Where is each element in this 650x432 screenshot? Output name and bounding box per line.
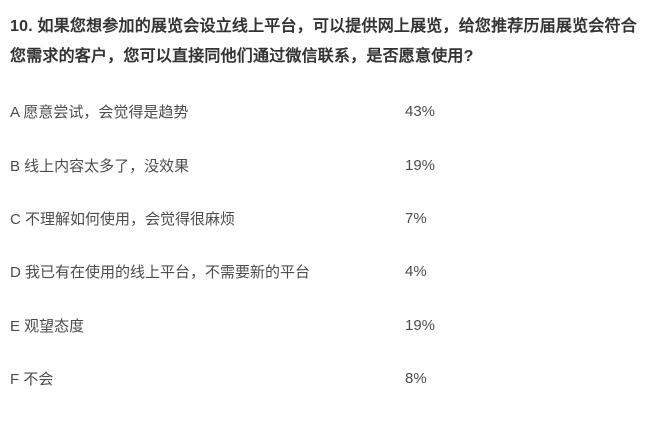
option-label: E 观望态度 [10, 317, 85, 335]
option-percent: 19% [405, 316, 436, 334]
option-row: A 愿意尝试，会觉得是趋势 43% [10, 85, 640, 138]
option-label: D 我已有在使用的线上平台，不需要新的平台 [10, 264, 311, 282]
option-label: F 不会 [10, 371, 54, 389]
option-label: A 愿意尝试，会觉得是趋势 [10, 104, 189, 122]
options-list: A 愿意尝试，会觉得是趋势 43% B 线上内容太多了，没效果 19% C 不理… [10, 85, 640, 405]
option-row: C 不理解如何使用，会觉得很麻烦 7% [10, 192, 640, 245]
option-percent: 7% [405, 209, 427, 227]
option-label: B 线上内容太多了，没效果 [10, 157, 190, 175]
option-percent: 19% [405, 156, 436, 174]
option-percent: 43% [405, 103, 436, 121]
option-row: D 我已有在使用的线上平台，不需要新的平台 4% [10, 245, 640, 298]
option-row: B 线上内容太多了，没效果 19% [10, 138, 640, 191]
option-percent: 4% [405, 263, 427, 281]
question-title: 10. 如果您想参加的展览会设立线上平台，可以提供网上展览，给您推荐历届展览会符… [10, 18, 637, 65]
option-label: C 不理解如何使用，会觉得很麻烦 [10, 210, 236, 228]
option-percent: 8% [405, 370, 427, 388]
option-row: E 观望态度 19% [10, 299, 640, 352]
option-row: F 不会 8% [10, 352, 640, 405]
